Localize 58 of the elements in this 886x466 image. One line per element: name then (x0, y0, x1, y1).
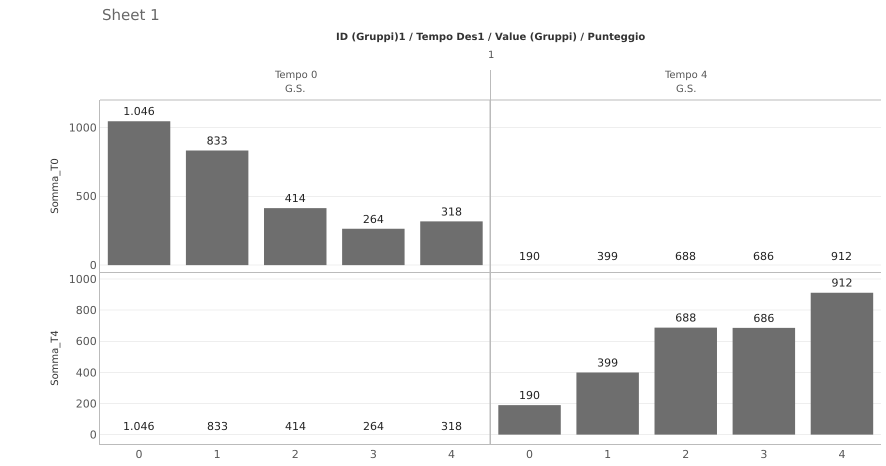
y-tick-label: 1000 (68, 272, 97, 286)
x-tick-label: 1 (214, 448, 221, 462)
bar (654, 328, 717, 435)
text: 399 (597, 250, 618, 263)
data-label: 912 (831, 276, 852, 290)
x-tick-label: 0 (526, 448, 534, 462)
bar (108, 121, 170, 266)
x-tick-label: 4 (448, 448, 455, 462)
data-label: 1.046 (123, 105, 155, 118)
x-tick-label: 0 (136, 448, 143, 462)
data-label: 686 (753, 312, 774, 325)
data-label: 833 (206, 134, 228, 148)
text: 190 (519, 250, 540, 263)
y-tick-label: 0 (90, 258, 97, 272)
text: G.S. (676, 84, 696, 95)
x-tick-label: 1 (604, 448, 612, 462)
text: 833 (207, 420, 228, 433)
bar (264, 208, 326, 266)
data-label: 414 (284, 192, 306, 206)
data-label: 399 (597, 356, 618, 370)
y-tick-label: 1000 (68, 121, 97, 134)
text: 686 (753, 250, 774, 263)
text: 264 (363, 420, 384, 433)
y-tick-label: 800 (76, 304, 97, 317)
text: G.S. (285, 84, 306, 95)
y-tick-label: 500 (76, 190, 97, 204)
bar (186, 150, 248, 266)
text: Tempo 0 (274, 70, 318, 81)
y-axis-title: Somma_T4 (50, 330, 61, 386)
x-tick-label: 4 (838, 448, 846, 462)
bar (342, 228, 405, 266)
chart-title: Sheet 1 (102, 6, 160, 24)
bar (576, 372, 639, 435)
text: Tempo 4 (664, 70, 708, 81)
data-label: 264 (362, 212, 384, 226)
y-tick-label: 600 (76, 335, 97, 348)
data-label: 688 (675, 312, 696, 325)
x-tick-label: 2 (292, 448, 299, 462)
y-axis-title: Somma_T0 (50, 158, 61, 214)
bar (810, 292, 874, 435)
chart-subtitle: ID (Gruppi)1 / Tempo Des1 / Value (Gruppi) / Punteggio (336, 32, 646, 43)
y-tick-label: 400 (76, 366, 97, 380)
x-tick-label: 2 (682, 448, 690, 462)
bar (420, 221, 483, 266)
text: 318 (441, 420, 462, 433)
text: 912 (831, 250, 852, 263)
text: 1.046 (123, 420, 154, 433)
text: 688 (675, 250, 696, 263)
text: 1 (488, 50, 494, 61)
y-tick-label: 200 (76, 397, 97, 410)
x-tick-label: 3 (760, 448, 768, 462)
text: 414 (285, 420, 306, 433)
x-tick-label: 3 (370, 448, 377, 462)
bar (498, 405, 561, 435)
bar (732, 328, 796, 435)
data-label: 190 (519, 389, 540, 402)
y-tick-label: 0 (90, 428, 97, 442)
data-label: 318 (440, 205, 462, 218)
